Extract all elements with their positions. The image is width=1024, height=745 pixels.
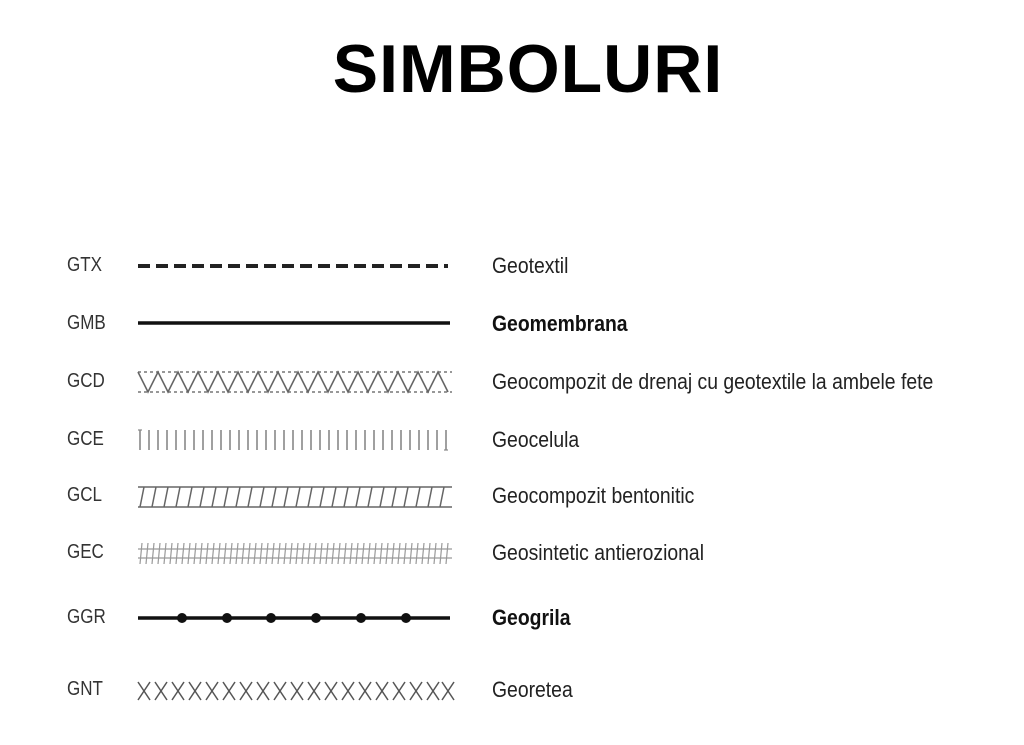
symbol-code: GMB <box>67 312 106 334</box>
symbol-code: GGR <box>67 606 106 628</box>
legend-row-gtx: GTX Geotextil <box>0 246 1024 286</box>
symbol-description: Geogrila <box>492 605 571 630</box>
symbol-description: Georetea <box>492 677 573 702</box>
legend-row-gec: GEC <box>0 533 1024 573</box>
legend-row-gnt: GNT <box>0 670 1024 710</box>
dashed-line-symbol <box>138 264 448 268</box>
symbol-description: Geocelula <box>492 427 580 452</box>
symbol-description: Geocompozit de drenaj cu geotextile la a… <box>492 369 934 394</box>
geogrid-symbol <box>138 613 450 623</box>
symbol-description: Geocompozit bentonitic <box>492 483 695 508</box>
legend-row-ggr: GGR Geogrila <box>0 598 1024 638</box>
symbol-code: GCL <box>67 484 102 506</box>
symbol-description: Geosintetic antierozional <box>492 540 705 565</box>
legend-row-gce: GCE <box>0 420 1024 460</box>
symbol-description: Geomembrana <box>492 311 628 336</box>
symbol-description: Geotextil <box>492 253 569 278</box>
solid-line-symbol <box>138 321 450 325</box>
symbol-code: GCE <box>67 428 104 450</box>
legend-row-gmb: GMB Geomembrana <box>0 304 1024 344</box>
symbol-code: GCD <box>67 370 105 392</box>
bentonite-symbol <box>138 486 452 508</box>
page-title: SIMBOLURI <box>332 31 724 107</box>
symbol-code: GEC <box>67 541 104 563</box>
symbol-code: GNT <box>67 678 103 700</box>
legend-row-gcl: GCL Geocompozit bentonitic <box>0 476 1024 516</box>
hash-pattern-symbol <box>138 542 452 565</box>
zigzag-drain-symbol <box>137 370 452 394</box>
legend-row-gcd: GCD Geocompozit de drenaj cu geotextile … <box>0 362 1024 402</box>
x-pattern-symbol <box>137 681 455 701</box>
symbol-code: GTX <box>67 254 102 276</box>
vertical-bars-symbol <box>138 429 448 451</box>
